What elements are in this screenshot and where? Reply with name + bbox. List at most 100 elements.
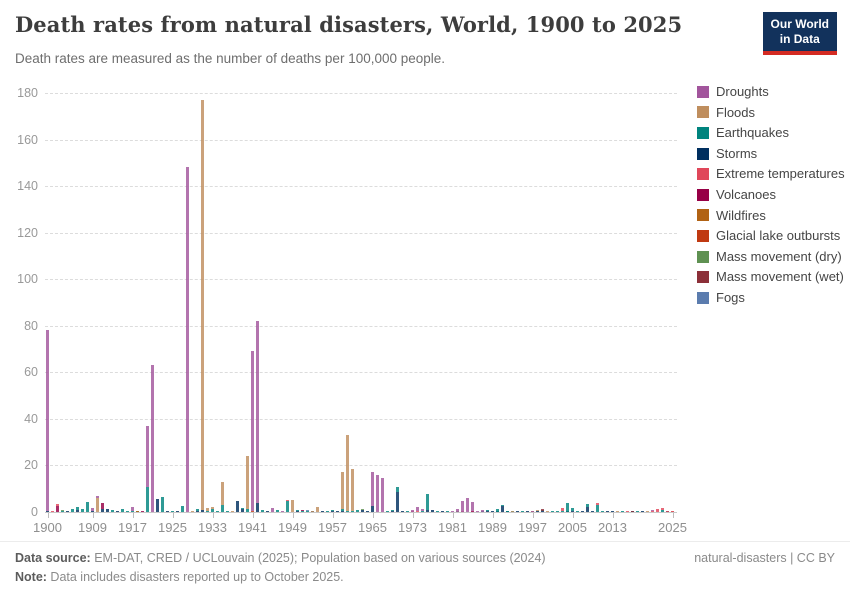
bar-segment-earthquakes-1935[interactable] bbox=[221, 505, 224, 512]
bar-segment-droughts-1985[interactable] bbox=[471, 501, 474, 511]
bar-segment-droughts-1982[interactable] bbox=[456, 508, 459, 512]
bar-segment-droughts-1974[interactable] bbox=[416, 506, 419, 511]
bar-segment-storms-2012[interactable] bbox=[606, 511, 609, 512]
bar-segment-earthquakes-1948[interactable] bbox=[286, 500, 289, 512]
bar-segment-earthquakes-1934[interactable] bbox=[216, 510, 219, 512]
bar-segment-earthquakes-1952[interactable] bbox=[306, 511, 309, 512]
bar-segment-earthquakes-1959[interactable] bbox=[341, 509, 344, 511]
bar-segment-storms-1904[interactable] bbox=[66, 511, 69, 512]
bar-segment-droughts-1997[interactable] bbox=[531, 510, 534, 512]
bar-segment-earthquakes-1951[interactable] bbox=[301, 511, 304, 512]
bar-segment-storms-1926[interactable] bbox=[176, 510, 179, 512]
bar-segment-floods-1937[interactable] bbox=[231, 511, 234, 512]
bar-segment-floods-1998[interactable] bbox=[536, 510, 539, 512]
bar-segment-extreme_temperatures-1974[interactable] bbox=[416, 510, 419, 512]
bar-segment-earthquakes-1932[interactable] bbox=[206, 510, 209, 512]
bar-segment-storms-1991[interactable] bbox=[501, 505, 504, 512]
bar-segment-earthquakes-1990[interactable] bbox=[496, 509, 499, 512]
bar-segment-droughts-1987[interactable] bbox=[481, 510, 484, 512]
bar-segment-earthquakes-1976[interactable] bbox=[426, 494, 429, 511]
bar-segment-storms-1909[interactable] bbox=[91, 511, 94, 512]
bar-segment-droughts-2021[interactable] bbox=[651, 510, 654, 512]
bar-segment-extreme_temperatures-2024[interactable] bbox=[666, 510, 669, 512]
bar-segment-storms-1988[interactable] bbox=[486, 511, 489, 512]
bar-segment-storms-1955[interactable] bbox=[321, 511, 324, 512]
bar-segment-earthquakes-2008[interactable] bbox=[586, 503, 589, 508]
bar-segment-storms-2019[interactable] bbox=[641, 511, 644, 512]
bar-segment-droughts-1900[interactable] bbox=[46, 330, 49, 511]
bar-segment-earthquakes-2005[interactable] bbox=[571, 508, 574, 512]
bar-segment-earthquakes-1915[interactable] bbox=[121, 508, 124, 512]
bar-segment-earthquakes-2002[interactable] bbox=[556, 511, 559, 512]
bar-segment-earthquakes-1936[interactable] bbox=[226, 511, 229, 512]
bar-segment-fogs-1952[interactable] bbox=[306, 510, 309, 512]
bar-segment-earthquakes-1943[interactable] bbox=[261, 510, 264, 512]
bar-segment-earthquakes-2001[interactable] bbox=[551, 511, 554, 512]
bar-segment-earthquakes-1946[interactable] bbox=[276, 510, 279, 512]
bar-segment-earthquakes-1930[interactable] bbox=[196, 509, 199, 511]
bar-segment-extreme_temperatures-1948[interactable] bbox=[286, 499, 289, 501]
bar-segment-droughts-1966[interactable] bbox=[376, 474, 379, 512]
bar-segment-earthquakes-1916[interactable] bbox=[126, 511, 129, 512]
bar-segment-earthquakes-1923[interactable] bbox=[161, 497, 164, 512]
bar-segment-storms-1900[interactable] bbox=[46, 510, 49, 512]
bar-segment-volcanoes-1911[interactable] bbox=[101, 503, 104, 510]
license-text[interactable]: natural-disasters | CC BY bbox=[694, 551, 835, 565]
bar-segment-storms-1989[interactable] bbox=[491, 511, 494, 512]
legend-item-earthquakes[interactable]: Earthquakes bbox=[697, 125, 845, 141]
bar-segment-earthquakes-1970[interactable] bbox=[396, 486, 399, 492]
bar-segment-earthquakes-1950[interactable] bbox=[296, 509, 299, 511]
bar-segment-droughts-1917[interactable] bbox=[131, 506, 134, 512]
bar-segment-earthquakes-1960[interactable] bbox=[346, 510, 349, 512]
bar-segment-earthquakes-1968[interactable] bbox=[386, 511, 389, 512]
bar-segment-earthquakes-1906[interactable] bbox=[76, 506, 79, 511]
bar-segment-extreme_temperatures-2021[interactable] bbox=[651, 511, 654, 512]
bar-segment-wildfires-1918[interactable] bbox=[136, 510, 139, 512]
bar-segment-mass_movement_wet-2017[interactable] bbox=[631, 510, 634, 512]
bar-segment-earthquakes-2003[interactable] bbox=[561, 510, 564, 512]
bar-segment-earthquakes-1907[interactable] bbox=[81, 509, 84, 512]
bar-segment-droughts-1942[interactable] bbox=[256, 321, 259, 503]
bar-segment-storms-1979[interactable] bbox=[441, 511, 444, 512]
bar-segment-earthquakes-1991[interactable] bbox=[501, 504, 504, 506]
bar-segment-volcanoes-1902[interactable] bbox=[56, 505, 59, 512]
legend-item-droughts[interactable]: Droughts bbox=[697, 84, 845, 100]
bar-segment-earthquakes-1920[interactable] bbox=[146, 487, 149, 512]
legend-item-volcanoes[interactable]: Volcanoes bbox=[697, 187, 845, 203]
bar-segment-storms-1964[interactable] bbox=[366, 510, 369, 512]
bar-segment-storms-1912[interactable] bbox=[106, 508, 109, 512]
bar-segment-storms-1963[interactable] bbox=[361, 509, 364, 512]
bar-segment-earthquakes-1956[interactable] bbox=[326, 511, 329, 512]
bar-segment-droughts-1967[interactable] bbox=[381, 478, 384, 512]
legend-item-mass_movement_wet[interactable]: Mass movement (wet) bbox=[697, 269, 845, 285]
bar-segment-floods-2000[interactable] bbox=[546, 511, 549, 512]
bar-segment-earthquakes-1957[interactable] bbox=[331, 510, 334, 512]
bar-segment-floods-1961[interactable] bbox=[351, 468, 354, 512]
bar-segment-storms-1976[interactable] bbox=[426, 510, 429, 512]
bar-segment-floods-2014[interactable] bbox=[616, 511, 619, 512]
bar-segment-earthquakes-1917[interactable] bbox=[131, 511, 134, 512]
bar-segment-earthquakes-1908[interactable] bbox=[86, 501, 89, 512]
bar-segment-storms-1939[interactable] bbox=[241, 509, 244, 512]
bar-segment-extreme_temperatures-2003[interactable] bbox=[561, 508, 564, 511]
bar-segment-droughts-1941[interactable] bbox=[251, 350, 254, 512]
legend-item-mass_movement_dry[interactable]: Mass movement (dry) bbox=[697, 249, 845, 265]
bar-segment-storms-1944[interactable] bbox=[266, 511, 269, 512]
bar-segment-earthquakes-1962[interactable] bbox=[356, 510, 359, 512]
bar-segment-storms-1922[interactable] bbox=[156, 499, 159, 512]
bar-segment-storms-1965[interactable] bbox=[371, 506, 374, 512]
bar-segment-droughts-1983[interactable] bbox=[461, 501, 464, 512]
bar-segment-droughts-1986[interactable] bbox=[476, 511, 479, 512]
legend-item-extreme_temperatures[interactable]: Extreme temperatures bbox=[697, 166, 845, 182]
legend-item-glacial_lake_outbursts[interactable]: Glacial lake outbursts bbox=[697, 228, 845, 244]
bar-segment-extreme_temperatures-2016[interactable] bbox=[626, 511, 629, 512]
bar-segment-storms-1906[interactable] bbox=[76, 510, 79, 512]
bar-segment-earthquakes-2010[interactable] bbox=[596, 504, 599, 512]
bar-segment-earthquakes-1940[interactable] bbox=[246, 508, 249, 512]
bar-segment-volcanoes-1985[interactable] bbox=[471, 510, 474, 512]
bar-segment-earthquakes-2006[interactable] bbox=[576, 511, 579, 512]
bar-segment-extreme_temperatures-1901[interactable] bbox=[51, 511, 54, 512]
bar-segment-storms-2009[interactable] bbox=[591, 511, 594, 512]
bar-segment-earthquakes-2004[interactable] bbox=[566, 503, 569, 512]
bar-segment-earthquakes-1972[interactable] bbox=[406, 511, 409, 512]
